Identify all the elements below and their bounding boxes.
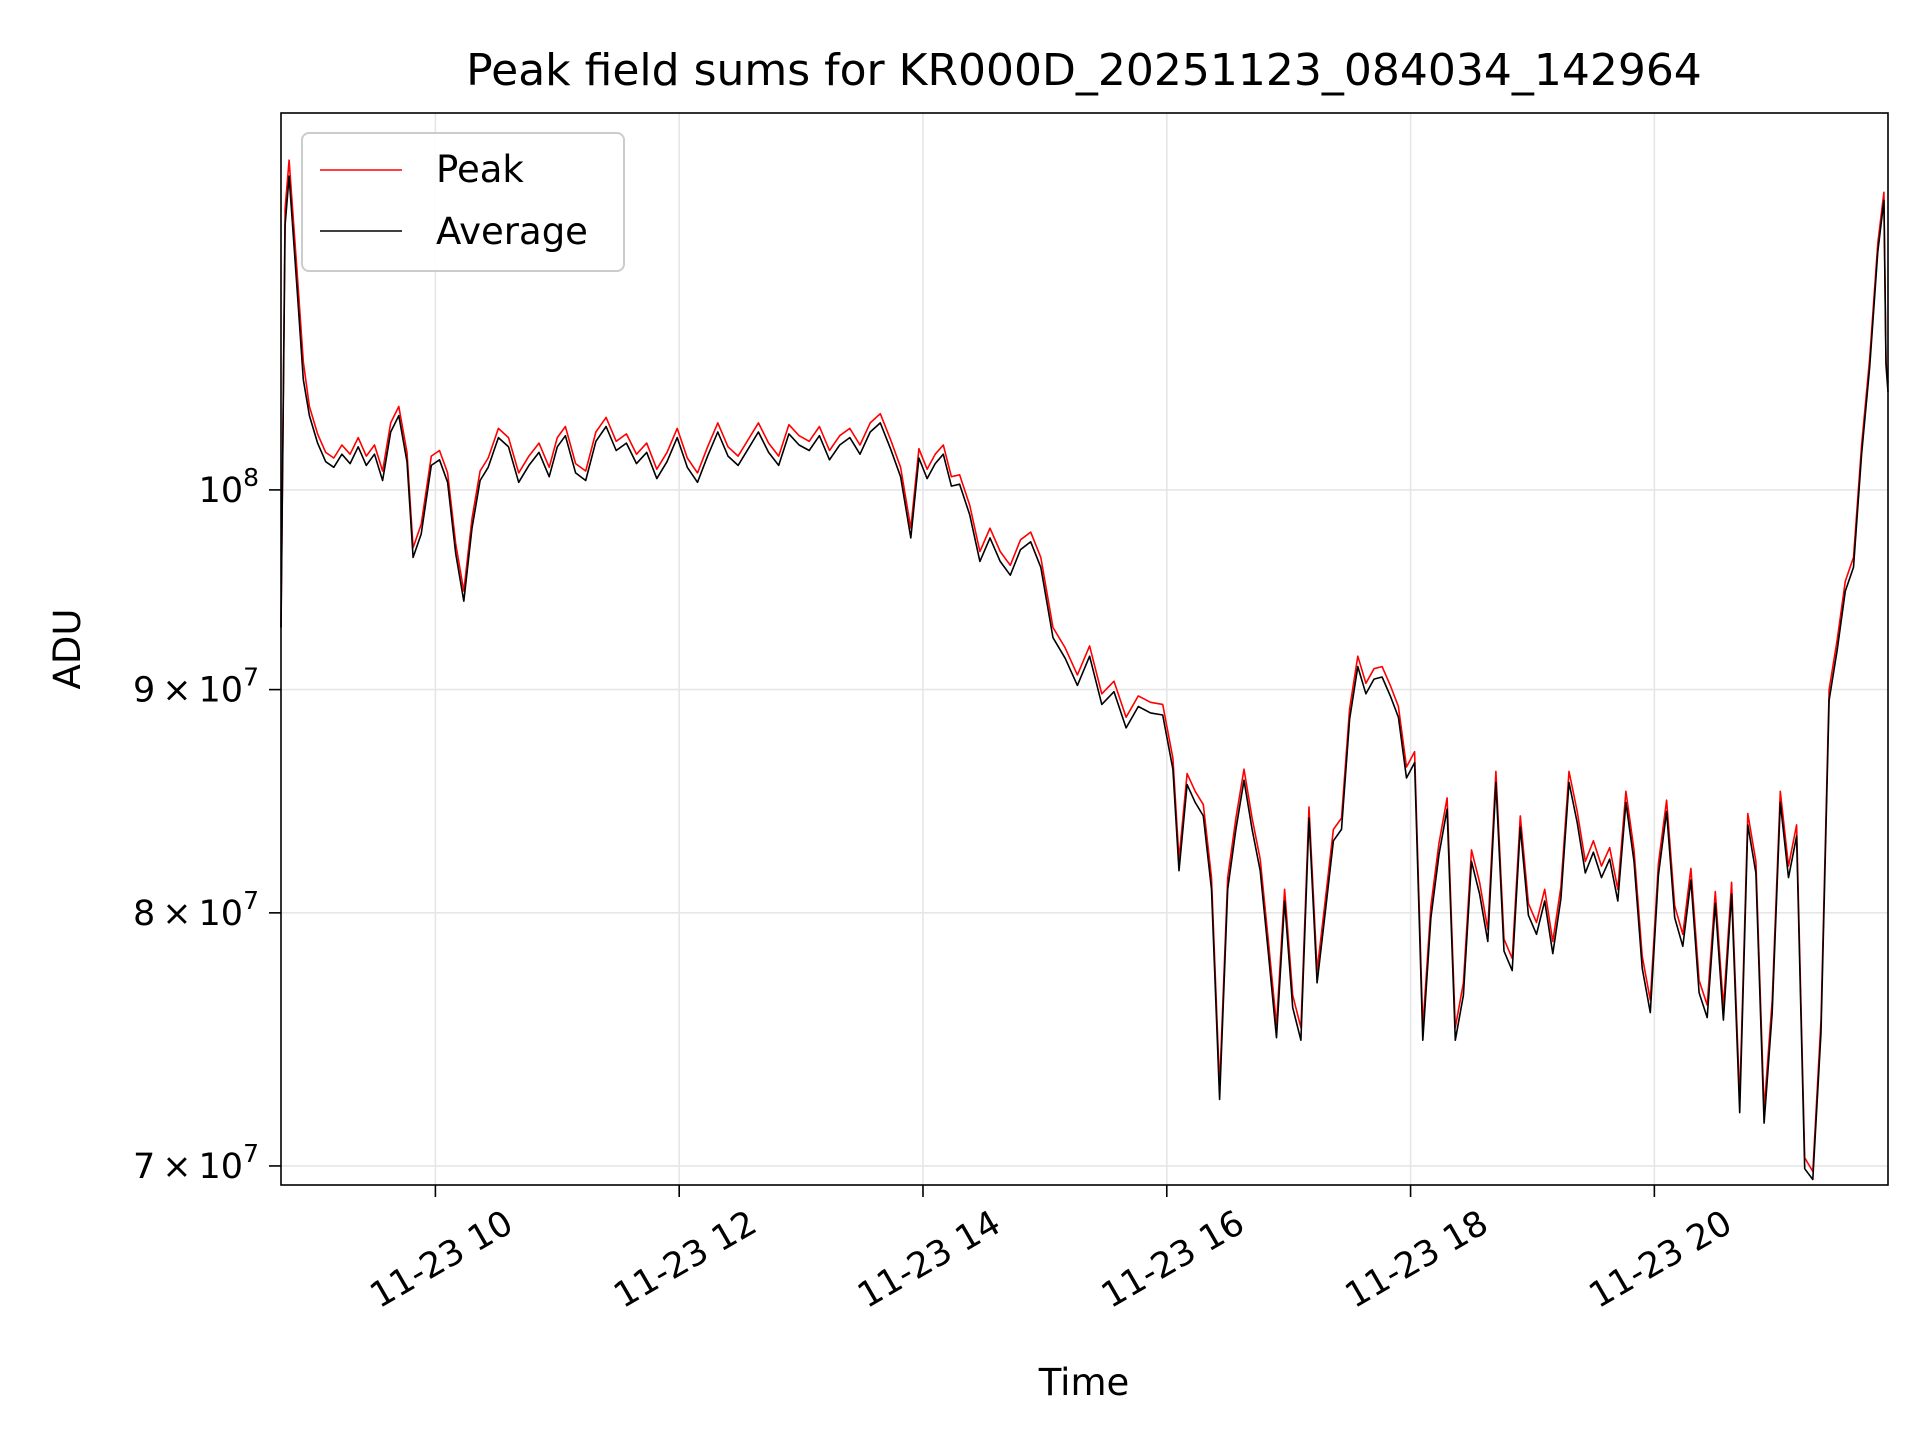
- chart-title: Peak field sums for KR000D_20251123_0840…: [466, 45, 1702, 96]
- series-line-average: [280, 175, 1889, 1181]
- plot-frame: [280, 112, 1889, 1186]
- legend-label-peak: Peak: [436, 148, 524, 191]
- y-tick-label: 108: [199, 463, 259, 511]
- legend-label-average: Average: [436, 210, 588, 253]
- legend: Peak Average: [301, 132, 625, 272]
- x-axis-label: Time: [1038, 1361, 1130, 1404]
- y-axis-label: ADU: [46, 609, 89, 690]
- series-lines: [280, 159, 1889, 1181]
- y-axis: 7 × 107 8 × 107 9 × 107 108: [133, 463, 281, 1187]
- legend-box: [301, 132, 625, 272]
- y-tick-label: 8 × 107: [133, 886, 259, 934]
- y-tick-label: 7 × 107: [133, 1139, 259, 1187]
- grid: [281, 113, 1888, 1185]
- y-tick-label: 9 × 107: [133, 663, 259, 711]
